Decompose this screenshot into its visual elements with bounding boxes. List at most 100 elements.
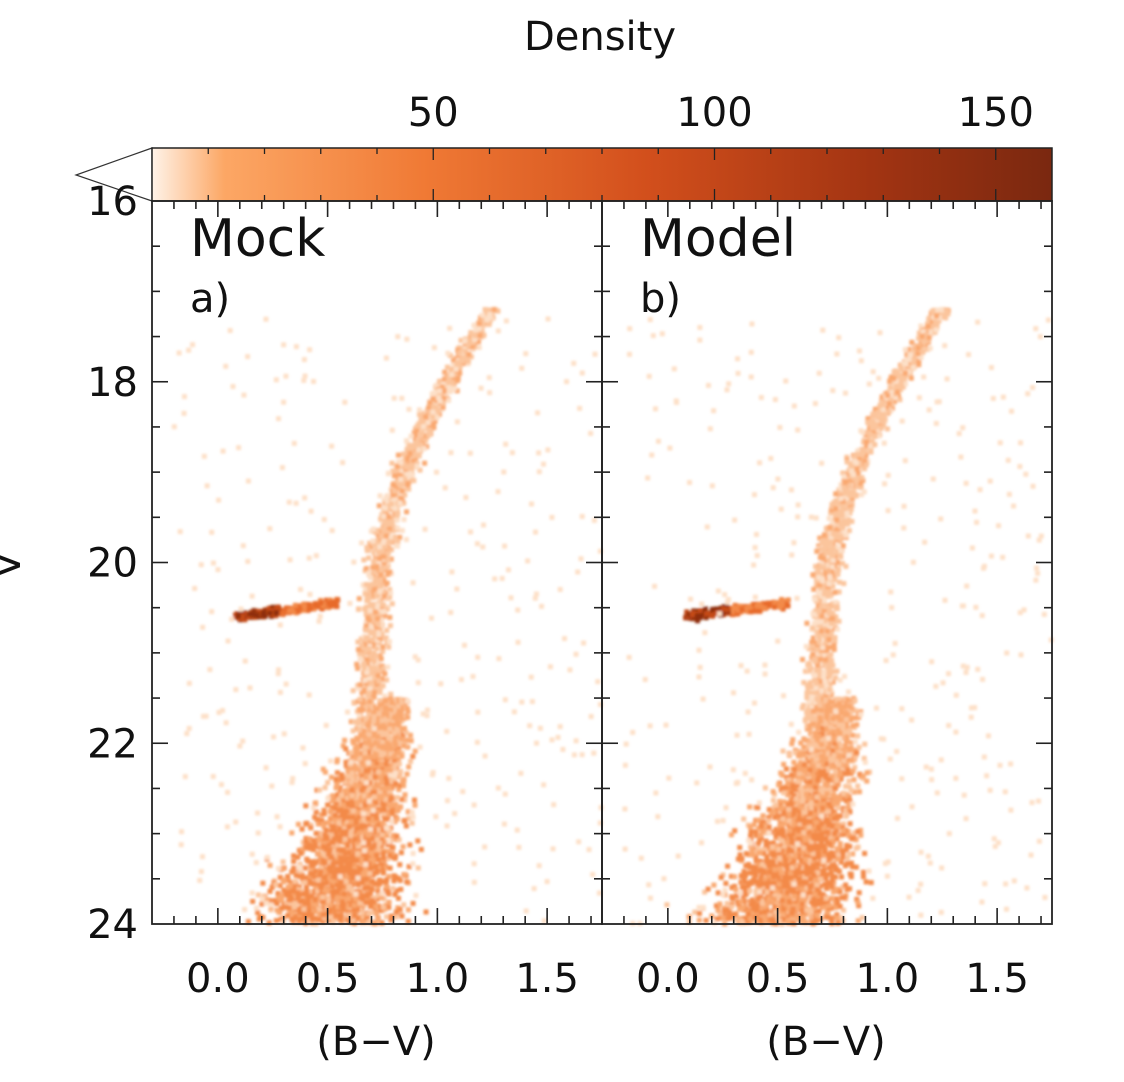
density-pixel xyxy=(420,711,426,717)
density-pixel xyxy=(545,447,551,453)
density-pixel xyxy=(487,390,493,396)
density-pixel xyxy=(370,791,376,797)
density-pixel xyxy=(370,878,376,884)
density-pixel xyxy=(501,469,507,475)
density-pixel xyxy=(449,569,455,575)
density-pixel xyxy=(368,750,374,756)
density-pixel xyxy=(348,832,354,838)
density-pixel xyxy=(371,703,377,709)
density-pixel xyxy=(381,575,387,581)
density-pixel xyxy=(379,867,385,873)
density-pixel xyxy=(360,911,366,917)
density-pixel xyxy=(356,726,362,732)
density-pixel xyxy=(352,850,358,856)
density-pixel xyxy=(400,779,406,785)
density-pixel xyxy=(384,580,390,586)
density-pixel xyxy=(319,909,325,915)
density-pixel xyxy=(269,884,275,890)
density-pixel xyxy=(374,896,380,902)
density-pixel xyxy=(404,438,410,444)
density-pixel xyxy=(323,827,329,833)
density-pixel xyxy=(368,592,374,598)
density-pixel xyxy=(316,787,322,793)
density-pixel xyxy=(395,795,401,801)
density-pixel xyxy=(411,478,417,484)
density-pixel xyxy=(233,687,239,693)
density-pixel xyxy=(406,815,412,821)
density-pixel xyxy=(306,842,312,848)
density-pixel xyxy=(402,871,408,877)
density-pixel xyxy=(486,314,492,320)
density-pixel xyxy=(413,455,419,461)
density-pixel xyxy=(298,605,304,611)
density-pixel xyxy=(398,459,404,465)
density-pixel xyxy=(596,890,602,896)
density-pixel xyxy=(330,860,336,866)
density-pixel xyxy=(386,899,392,905)
density-pixel xyxy=(289,779,295,785)
density-pixel xyxy=(320,821,326,827)
density-pixel xyxy=(357,817,363,823)
density-pixel xyxy=(389,807,395,813)
density-pixel xyxy=(207,667,213,673)
density-pixel xyxy=(283,373,289,379)
density-pixel xyxy=(382,505,388,511)
density-pixel xyxy=(367,654,373,660)
density-pixel xyxy=(281,901,287,907)
density-pixel xyxy=(390,885,396,891)
density-pixels-model xyxy=(622,307,1054,927)
density-pixel xyxy=(388,547,394,553)
density-pixel xyxy=(412,654,418,660)
density-pixel xyxy=(340,872,346,878)
density-pixel xyxy=(461,355,467,361)
density-pixel xyxy=(318,812,324,818)
density-pixel xyxy=(283,901,289,907)
density-pixel xyxy=(347,874,353,880)
density-pixel xyxy=(405,744,411,750)
density-pixel xyxy=(335,910,341,916)
density-pixel xyxy=(477,333,483,339)
density-pixel xyxy=(278,893,284,899)
density-pixel xyxy=(338,913,344,919)
density-pixel xyxy=(328,834,334,840)
density-pixel xyxy=(402,797,408,803)
density-pixel xyxy=(376,765,382,771)
density-pixel xyxy=(365,598,371,604)
density-pixel xyxy=(471,802,477,808)
density-pixel xyxy=(368,774,374,780)
density-pixel xyxy=(378,862,384,868)
density-pixel xyxy=(360,707,366,713)
colorbar-ticks: 50 100 150 xyxy=(207,90,1034,201)
density-pixel xyxy=(369,613,375,619)
density-pixel xyxy=(339,899,345,905)
density-pixel xyxy=(367,866,373,872)
density-pixel xyxy=(308,888,314,894)
density-pixel xyxy=(371,843,377,849)
density-pixel xyxy=(200,624,206,630)
density-pixel xyxy=(391,707,397,713)
density-pixel xyxy=(363,581,369,587)
density-pixel xyxy=(388,917,394,923)
density-pixel xyxy=(409,820,415,826)
density-pixel xyxy=(371,827,377,833)
density-pixel xyxy=(356,685,362,691)
density-pixel xyxy=(374,837,380,843)
density-pixel xyxy=(361,557,367,563)
density-pixel xyxy=(379,837,385,843)
density-pixel xyxy=(410,850,416,856)
density-pixel xyxy=(270,605,276,611)
density-pixel xyxy=(380,904,386,910)
density-pixel xyxy=(352,869,358,875)
density-pixel xyxy=(311,916,317,922)
density-pixel xyxy=(359,540,365,546)
density-pixel xyxy=(455,375,461,381)
density-pixel xyxy=(405,907,411,913)
density-pixel xyxy=(387,511,393,517)
density-pixel xyxy=(388,751,394,757)
density-pixel xyxy=(379,890,385,896)
density-pixel xyxy=(201,713,207,719)
density-pixel xyxy=(578,556,584,562)
density-pixel xyxy=(297,918,303,924)
density-pixel xyxy=(573,738,579,744)
density-pixel xyxy=(344,907,350,913)
